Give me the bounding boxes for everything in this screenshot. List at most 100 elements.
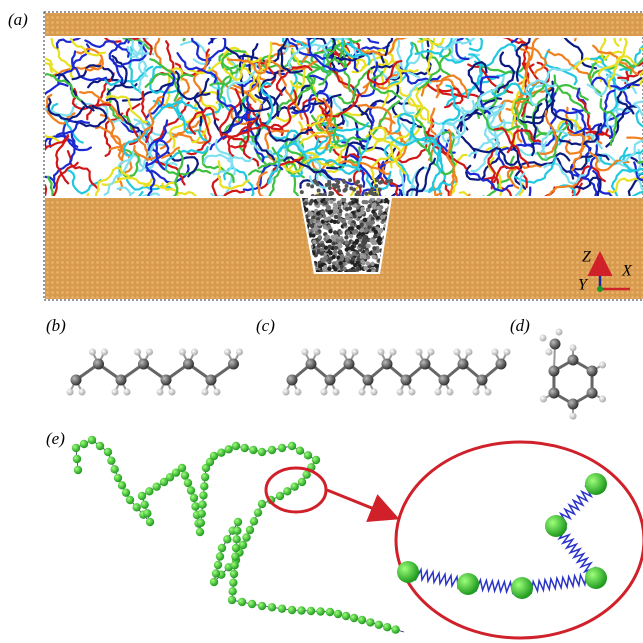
grey-bead (326, 235, 330, 239)
carbon (344, 359, 355, 370)
carbon (550, 339, 561, 350)
carbon (568, 355, 579, 366)
grey-bead (335, 208, 339, 212)
bead (104, 448, 112, 456)
z-label: Z (582, 249, 592, 266)
grey-bead (344, 202, 348, 206)
bead (200, 482, 208, 490)
bead (224, 445, 232, 453)
carbon (325, 375, 336, 386)
hydrogen (473, 389, 480, 396)
bead (350, 614, 358, 622)
panel-label: (b) (46, 316, 66, 335)
bead-chain (72, 436, 404, 634)
bead (240, 444, 248, 452)
panel-label: (d) (510, 316, 530, 335)
bead (231, 552, 239, 560)
hydrogen (556, 329, 563, 336)
bead (217, 448, 225, 456)
hydrogen (191, 349, 198, 356)
bead (585, 473, 607, 495)
grey-bead (364, 228, 368, 232)
grey-bead (321, 210, 325, 214)
grey-bead (366, 255, 370, 259)
bead (223, 535, 231, 543)
grey-bead (352, 251, 356, 255)
hydrogen (447, 389, 454, 396)
grey-bead (328, 239, 332, 243)
grey-bead (320, 251, 324, 255)
tail-bead (342, 179, 346, 183)
bead (250, 517, 258, 525)
grey-bead (369, 238, 373, 242)
carbon (138, 359, 149, 370)
bead (316, 607, 324, 615)
grey-bead (318, 264, 322, 268)
bead (249, 446, 257, 454)
grey-bead (331, 235, 335, 239)
grey-bead (350, 226, 354, 230)
grey-bead (355, 239, 359, 243)
carbon (206, 375, 217, 386)
grey-bead (333, 220, 337, 224)
grey-bead (334, 234, 338, 238)
tail-bead (344, 188, 348, 192)
zoom-arrow (327, 490, 394, 517)
grey-bead (363, 266, 367, 270)
bead (457, 573, 479, 595)
bead (181, 471, 189, 479)
grey-bead (371, 227, 375, 231)
carbon (439, 375, 450, 386)
grey-bead (368, 199, 372, 203)
bead (146, 518, 154, 526)
hydrogen (283, 389, 290, 396)
grey-bead (367, 204, 371, 208)
hydrogen (295, 389, 302, 396)
carbon (548, 388, 559, 399)
hydrogen (397, 389, 404, 396)
hydrogen (540, 396, 547, 403)
carbon (477, 375, 488, 386)
hydrogen (302, 349, 309, 356)
hydrogen (492, 349, 499, 356)
tail-bead (378, 181, 382, 185)
bead (228, 596, 236, 604)
grey-bead (331, 255, 335, 259)
hydrogen (124, 389, 131, 396)
carbon (587, 388, 598, 399)
bead (198, 500, 206, 508)
bead (375, 621, 383, 629)
bead (212, 569, 220, 577)
tail-bead (313, 179, 317, 183)
grey-bead (304, 201, 308, 205)
hydrogen (504, 349, 511, 356)
carbon (183, 359, 194, 370)
bead (545, 515, 567, 537)
tail-bead (364, 192, 368, 196)
tail-bead (300, 190, 304, 194)
hydrogen (146, 349, 153, 356)
bead (73, 455, 81, 463)
tail-bead (374, 184, 378, 188)
panel-label: (a) (8, 10, 28, 29)
grey-bead (333, 230, 337, 234)
grey-bead (353, 203, 357, 207)
grey-bead (327, 205, 331, 209)
bead (258, 500, 266, 508)
bead (254, 508, 262, 516)
carbon (587, 366, 598, 377)
bead (511, 577, 533, 599)
grey-bead (341, 219, 345, 223)
carbon (363, 375, 374, 386)
grey-bead (356, 257, 360, 261)
grey-bead (360, 210, 364, 214)
tail-bead (359, 184, 363, 188)
carbon (568, 399, 579, 410)
grey-bead (364, 200, 368, 204)
grey-bead (334, 215, 338, 219)
grey-bead (338, 230, 342, 234)
grey-bead (351, 257, 355, 261)
bead (276, 492, 284, 500)
grey-bead (317, 222, 321, 226)
bead (366, 618, 374, 626)
